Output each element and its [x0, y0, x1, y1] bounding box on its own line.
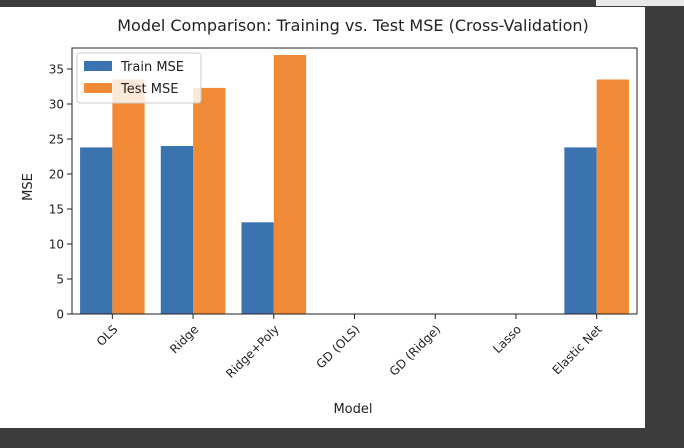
y-tick-label: 5 — [56, 273, 64, 287]
y-ticks: 0 5 10 15 20 25 30 35 — [49, 63, 72, 322]
y-tick-label: 25 — [49, 133, 64, 147]
bar-train-0 — [80, 147, 113, 314]
bar-test-0 — [112, 79, 145, 314]
x-tick-label: GD (Ridge) — [387, 322, 444, 379]
top-strip — [596, 0, 684, 6]
y-tick-label: 35 — [49, 63, 64, 77]
y-tick-label: 10 — [49, 238, 64, 252]
x-tick-label: Elastic Net — [550, 322, 605, 377]
y-axis-label: MSE — [21, 173, 36, 201]
x-tick-label: Lasso — [490, 322, 524, 356]
bar-train-1 — [160, 146, 194, 314]
chart-title: Model Comparison: Training vs. Test MSE … — [117, 16, 589, 35]
x-tick-label: Ridge — [167, 322, 201, 356]
legend-label: Train MSE — [120, 60, 184, 75]
x-tick-label: OLS — [94, 322, 121, 349]
x-ticks: OLS Ridge Ridge+Poly GD (OLS) GD (Ridge) Lass… — [94, 314, 605, 381]
chart-figure: Model Comparison: Training vs. Test MSE … — [0, 7, 645, 428]
bar-test-1 — [193, 87, 226, 315]
legend-swatch — [84, 61, 112, 71]
legend-label: Test MSE — [120, 82, 178, 97]
x-tick-label: GD (OLS) — [313, 322, 362, 371]
bar-test-2 — [273, 55, 307, 314]
x-axis-label: Model — [333, 402, 372, 417]
legend: Train MSE Test MSE — [76, 52, 202, 104]
bar-train-6 — [564, 147, 597, 314]
x-tick-label: Ridge+Poly — [223, 322, 282, 381]
bar-test-6 — [596, 79, 629, 314]
y-tick-label: 20 — [49, 168, 64, 182]
y-tick-label: 0 — [56, 308, 64, 322]
bar-train-2 — [241, 222, 274, 314]
bar-chart: Model Comparison: Training vs. Test MSE … — [21, 16, 638, 417]
y-tick-label: 30 — [49, 98, 64, 112]
legend-swatch — [84, 83, 112, 93]
bars — [80, 55, 629, 315]
y-tick-label: 15 — [49, 203, 64, 217]
